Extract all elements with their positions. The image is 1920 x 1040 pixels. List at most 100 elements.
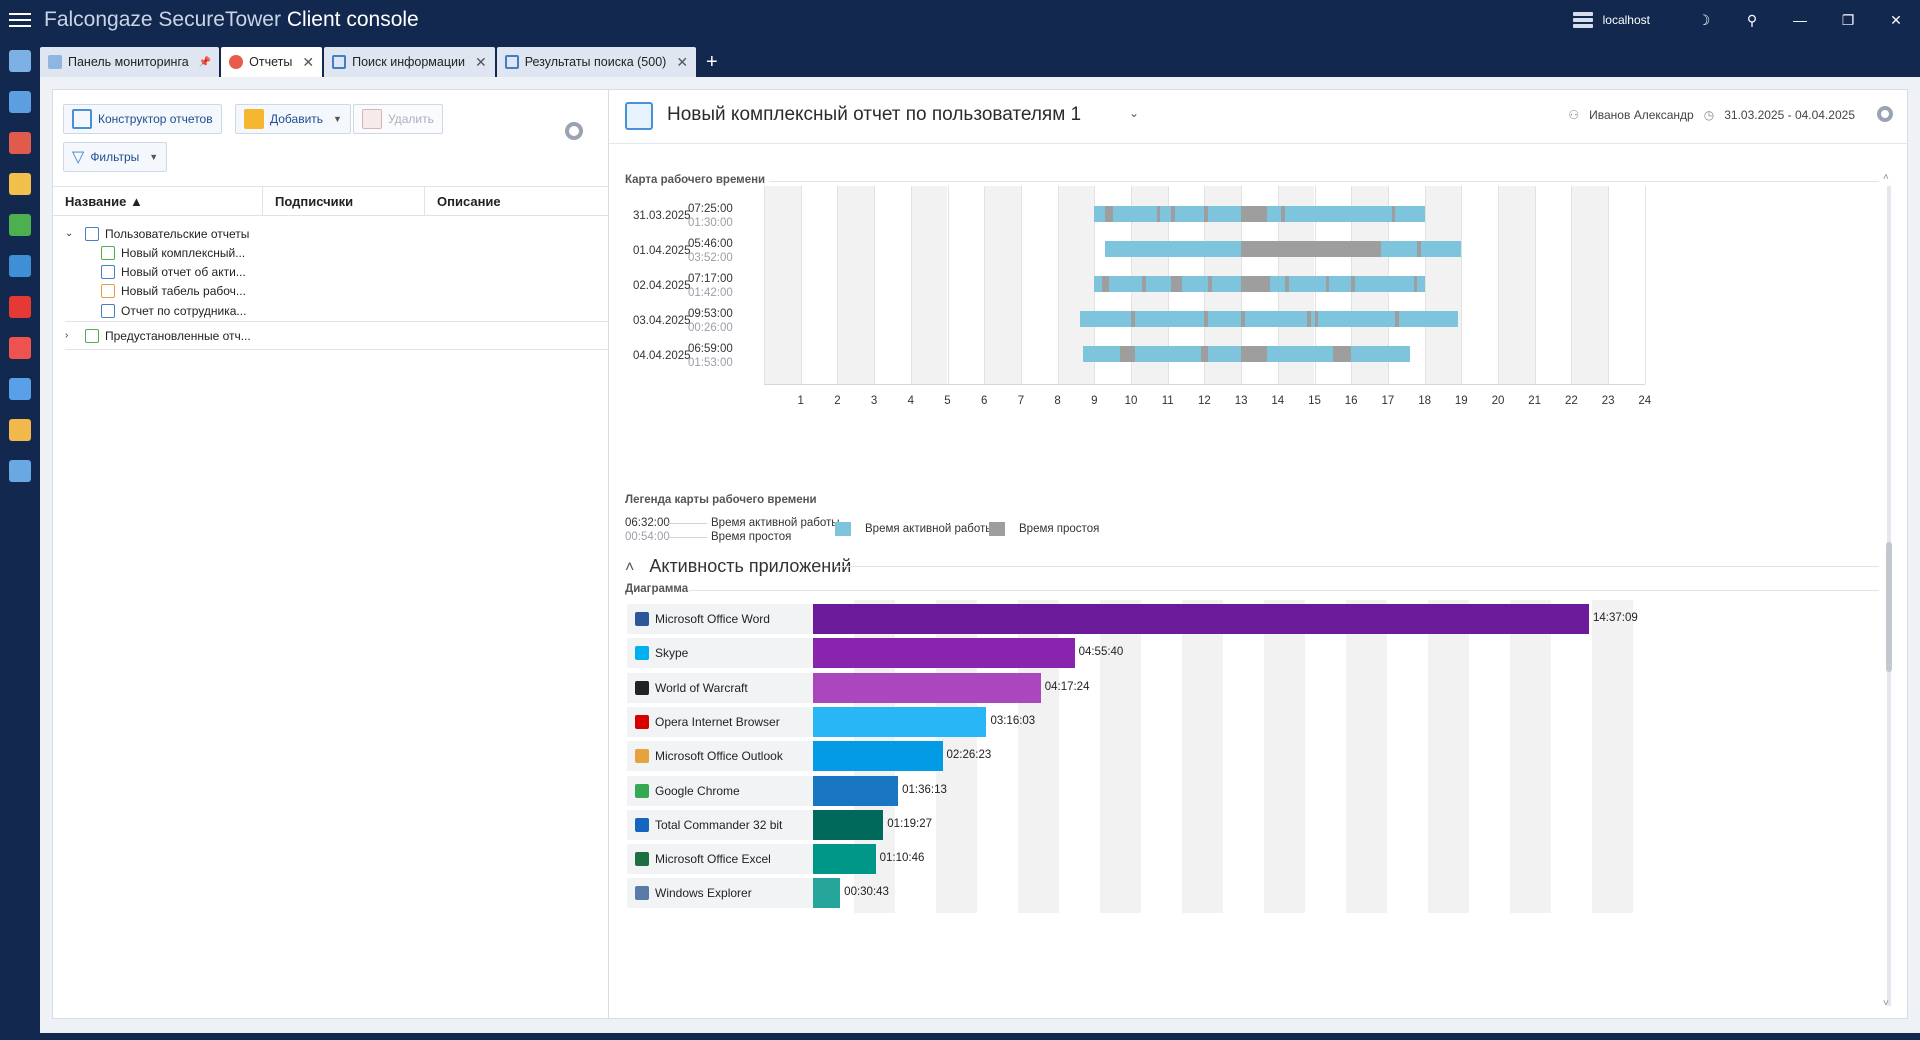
- day-label: 31.03.2025: [633, 210, 691, 222]
- app-title: Falcongaze SecureTower Client console: [44, 8, 419, 32]
- tab-reports[interactable]: Отчеты ✕: [221, 47, 323, 77]
- filters-button[interactable]: ▽ Фильтры ▼: [63, 142, 168, 172]
- app-label-row[interactable]: Opera Internet Browser: [627, 706, 837, 737]
- tree-item-label: Новый отчет об акти...: [121, 264, 246, 279]
- column-description[interactable]: Описание: [437, 193, 501, 209]
- tree-item[interactable]: Отчет по сотрудника...: [65, 300, 621, 322]
- idle-segment: [1119, 346, 1135, 362]
- tab-label: Результаты поиска (500): [524, 55, 667, 69]
- dashboard-tab-icon: [48, 55, 62, 69]
- investigation-nav-icon[interactable]: [0, 163, 40, 204]
- dashboard-nav-icon[interactable]: [0, 40, 40, 81]
- app-icon: [635, 852, 649, 867]
- tab-dashboard[interactable]: Панель мониторинга 📌: [40, 47, 220, 77]
- complex-report-icon: [101, 245, 115, 260]
- hour-tick-label: 2: [834, 395, 841, 407]
- reports-tab-icon: [229, 55, 244, 69]
- app-label-row[interactable]: Google Chrome: [627, 775, 837, 806]
- close-tab-icon[interactable]: ✕: [302, 53, 315, 70]
- add-button[interactable]: Добавить ▼: [235, 104, 351, 134]
- analytics-nav-icon[interactable]: [0, 122, 40, 163]
- tab-info-search[interactable]: Поиск информации ✕: [324, 47, 495, 77]
- activity-section-title[interactable]: ˄ Активность приложений: [625, 556, 851, 577]
- tree-group-preset-reports[interactable]: › Предустановленные отч...: [65, 322, 621, 350]
- timesheet-report-icon: [101, 283, 115, 298]
- hour-tick-label: 19: [1454, 395, 1468, 407]
- reports-nav-icon[interactable]: [0, 204, 40, 245]
- app-label-row[interactable]: World of Warcraft: [627, 672, 837, 703]
- timesheet-legend-label: Легенда карты рабочего времени: [625, 494, 817, 506]
- app-label-row[interactable]: Microsoft Office Excel: [627, 844, 837, 875]
- chevron-up-icon[interactable]: ˄: [625, 559, 635, 576]
- app-usage-bar[interactable]: [813, 604, 1589, 634]
- pin-icon[interactable]: 📌: [198, 56, 212, 68]
- report-constructor-button[interactable]: Конструктор отчетов: [63, 104, 222, 134]
- close-button[interactable]: ✕: [1890, 11, 1902, 28]
- users-nav-icon[interactable]: [0, 450, 40, 491]
- monitoring-nav-icon[interactable]: [0, 368, 40, 409]
- app-usage-bar[interactable]: [813, 741, 943, 772]
- timesheet-grid-line: [910, 186, 912, 384]
- close-tab-icon[interactable]: ✕: [474, 53, 487, 70]
- hour-tick-label: 20: [1491, 395, 1505, 407]
- delete-button[interactable]: Удалить: [353, 104, 443, 134]
- app-label-row[interactable]: Microsoft Office Outlook: [627, 741, 837, 772]
- tab-search-results[interactable]: Результаты поиска (500) ✕: [496, 47, 697, 77]
- menu-icon[interactable]: [0, 0, 40, 40]
- app-label-row[interactable]: Skype: [627, 638, 837, 669]
- server-name[interactable]: localhost: [1602, 13, 1650, 27]
- timesheet-grid-line: [1057, 186, 1059, 384]
- incidents-nav-icon[interactable]: [0, 286, 40, 327]
- clock-icon: ◷: [1703, 108, 1715, 122]
- chart-background-stripe: [1100, 600, 1141, 913]
- chevron-right-icon[interactable]: ›: [65, 330, 69, 341]
- restore-button[interactable]: ❐: [1841, 11, 1855, 28]
- close-tab-icon[interactable]: ✕: [676, 53, 689, 70]
- app-label-row[interactable]: Windows Explorer: [627, 878, 837, 909]
- hour-tick-label: 16: [1344, 395, 1358, 407]
- chevron-down-icon: ▼: [149, 152, 159, 162]
- timesheet-shade-column: [1424, 186, 1462, 384]
- security-nav-icon[interactable]: [0, 245, 40, 286]
- gear-icon[interactable]: [565, 122, 583, 140]
- legend-connector: [667, 523, 707, 524]
- tree-group-user-reports[interactable]: ⌄ Пользовательские отчеты: [65, 224, 621, 243]
- legend-idle-text: Время простоя: [711, 531, 792, 543]
- tree-item[interactable]: Новый комплексный...: [65, 243, 621, 262]
- add-tab-button[interactable]: +: [706, 50, 718, 73]
- search-nav-icon[interactable]: [0, 81, 40, 122]
- app-usage-bar[interactable]: [813, 878, 841, 909]
- day-idle-time: 01:53:00: [688, 357, 733, 369]
- tree-item[interactable]: Новый отчет об акти...: [65, 262, 621, 281]
- app-usage-bar[interactable]: [813, 672, 1041, 703]
- tab-label: Отчеты: [249, 55, 293, 69]
- activity-title: Активность приложений: [649, 556, 852, 576]
- app-usage-bar[interactable]: [813, 809, 884, 840]
- app-usage-bar[interactable]: [813, 638, 1075, 669]
- minimize-button[interactable]: —: [1793, 12, 1807, 28]
- chevron-down-icon[interactable]: ⌄: [65, 228, 74, 239]
- archive-nav-icon[interactable]: [0, 409, 40, 450]
- tree-item[interactable]: Новый табель рабоч...: [65, 281, 621, 300]
- user-icon[interactable]: ⚲: [1746, 11, 1758, 28]
- app-label-row[interactable]: Microsoft Office Word: [627, 604, 837, 634]
- app-usage-bar[interactable]: [813, 844, 876, 875]
- theme-toggle-icon[interactable]: ☽: [1697, 11, 1711, 28]
- scrollbar-thumb[interactable]: [1886, 542, 1892, 672]
- idle-segment: [1244, 276, 1271, 292]
- report-settings-gear-icon[interactable]: [1877, 106, 1893, 122]
- app-label-row[interactable]: Total Commander 32 bit: [627, 809, 837, 840]
- scroll-down-icon[interactable]: ˅: [1883, 998, 1889, 1009]
- scroll-up-icon[interactable]: ˄: [1883, 172, 1889, 183]
- app-usage-value: 14:37:09: [1593, 612, 1638, 624]
- alerts-nav-icon[interactable]: [0, 327, 40, 368]
- app-usage-bar[interactable]: [813, 706, 987, 737]
- column-name[interactable]: Название ▲: [53, 186, 263, 216]
- app-usage-bar[interactable]: [813, 775, 899, 806]
- idle-segment: [1171, 206, 1176, 222]
- idle-segment: [1332, 346, 1352, 362]
- timesheet-shade-column: [984, 186, 1021, 384]
- chevron-down-icon[interactable]: ⌄: [1129, 106, 1140, 120]
- column-subscribers[interactable]: Подписчики: [263, 186, 425, 216]
- chart-background-stripe: [1182, 600, 1223, 913]
